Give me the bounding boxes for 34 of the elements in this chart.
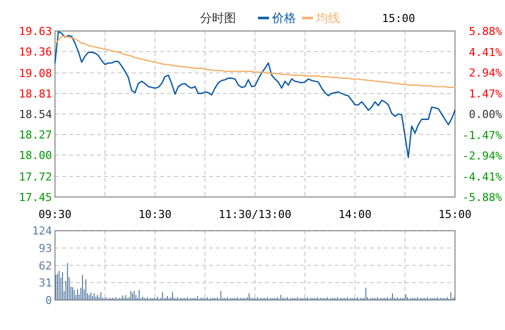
y-tick-label: 62 (38, 259, 52, 272)
y-tick-label: 19.08 (18, 66, 52, 80)
y2-tick-label: 0.00% (468, 108, 502, 121)
y-tick-label: 17.45 (18, 191, 52, 204)
chart-title: 分时图 (200, 11, 236, 25)
x-tick-label: 11:30/13:00 (218, 208, 292, 221)
y-tick-label: 93 (38, 242, 52, 256)
y2-tick-label: 1.47% (468, 87, 502, 100)
y-tick-label: 17.72 (18, 170, 52, 184)
y2-tick-label: 5.88% (468, 25, 502, 38)
y-tick-label: 18.00 (18, 149, 52, 162)
y-tick-label: 31 (38, 276, 52, 290)
y2-tick-label: -2.94% (462, 150, 502, 162)
y-tick-label: 19.63 (18, 25, 52, 38)
y2-tick-label: -4.41% (462, 170, 502, 184)
x-tick-label: 10:30 (138, 208, 172, 221)
x-tick-label: 14:00 (338, 208, 372, 221)
y2-tick-label: -1.47% (462, 128, 502, 142)
text: 15:00 (382, 12, 416, 25)
y-tick-label: 18.81 (18, 87, 52, 100)
legend-label: 价格 (271, 11, 296, 25)
y-tick-label: 18.27 (18, 128, 52, 142)
x-tick-label: 09:30 (38, 208, 72, 221)
legend-label: 均线 (315, 11, 340, 25)
y2-tick-label: 4.41% (468, 46, 502, 59)
x-tick-label: 15:00 (438, 208, 472, 221)
y-tick-label: 19.36 (18, 46, 52, 59)
line-series (54, 36, 456, 88)
line-series (54, 31, 456, 158)
y-tick-label: 0 (45, 294, 52, 307)
y2-tick-label: 2.94% (468, 66, 502, 80)
y-tick-label: 124 (32, 224, 52, 238)
y2-tick-label: -5.88% (462, 191, 502, 204)
y-tick-label: 18.54 (18, 108, 52, 121)
